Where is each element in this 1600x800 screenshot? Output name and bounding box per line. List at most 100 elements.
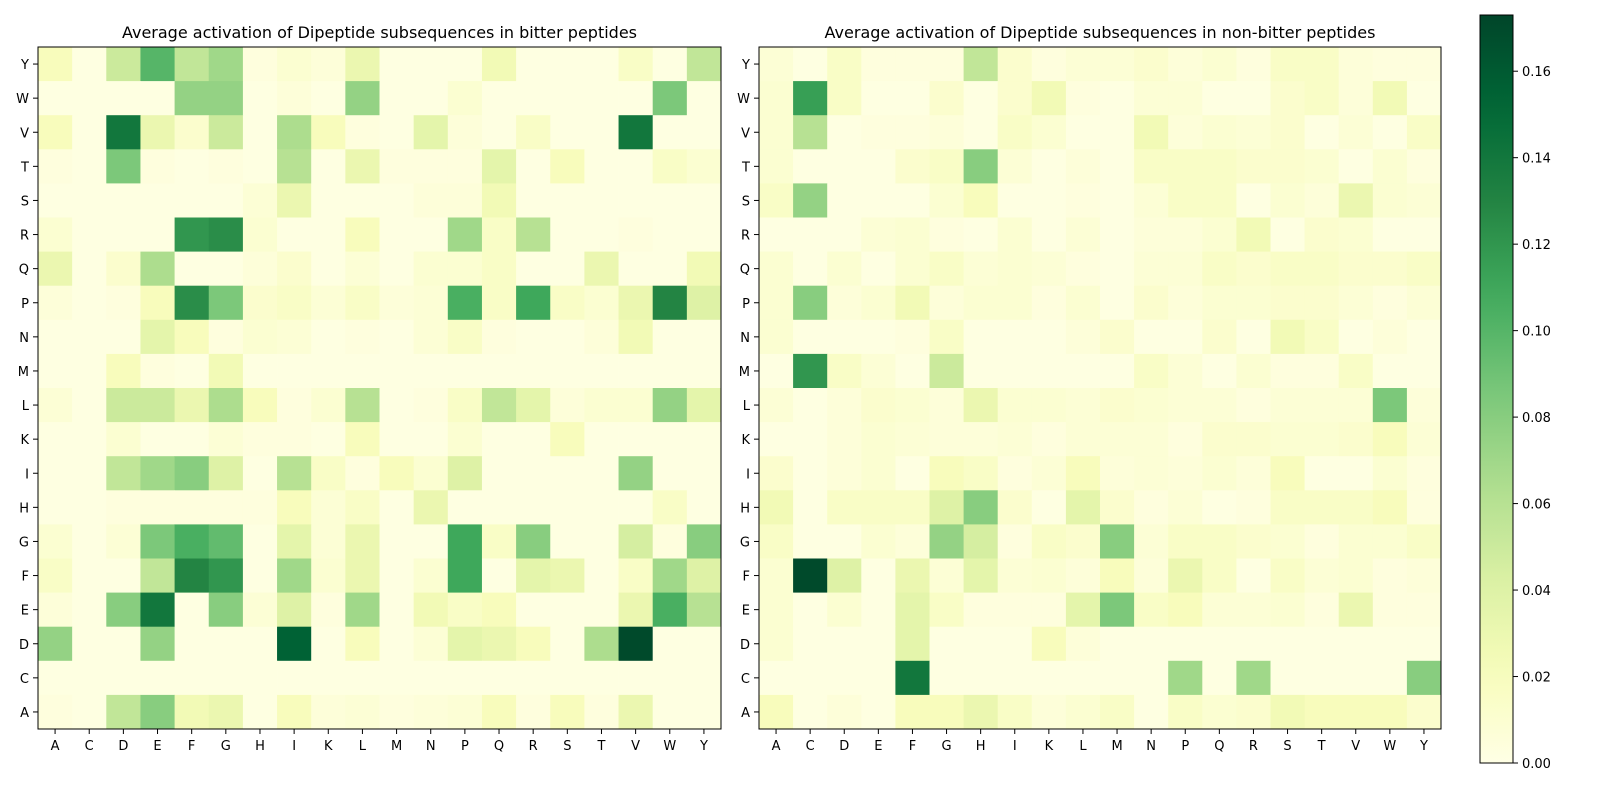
bitter-cell-RD (106, 217, 141, 252)
bitter-cell-EW (652, 592, 688, 628)
non-bitter-cell-SS (1270, 183, 1305, 218)
non-bitter-cell-QS (1270, 251, 1305, 287)
non-bitter-cell-WA (759, 81, 794, 116)
bitter-cell-MH (242, 353, 278, 389)
non-bitter-cell-KD (827, 422, 862, 457)
bitter-cell-PS (550, 285, 585, 321)
non-bitter-cell-KE (861, 422, 896, 457)
bitter-cell-TL (345, 149, 380, 184)
bitter-cell-CS (550, 660, 585, 696)
non-bitter-cell-GE (861, 524, 896, 559)
non-bitter-cell-CY (1406, 660, 1442, 696)
non-bitter-cell-IS (1270, 456, 1305, 491)
non-bitter-cell-YR (1236, 47, 1271, 82)
bitter-cell-CD (106, 660, 141, 696)
non-bitter-cell-ED (827, 592, 862, 628)
non-bitter-cell-SK (1031, 183, 1067, 218)
non-bitter-cell-YF (895, 47, 930, 82)
bitter-cell-FL (345, 558, 380, 593)
non-bitter-heatmap-panel: Average activation of Dipeptide subseque… (737, 23, 1442, 754)
non-bitter-cell-CR (1236, 660, 1271, 696)
bitter-x-tick-label: G (221, 739, 231, 754)
bitter-cell-YV (618, 47, 654, 82)
bitter-cell-FP (447, 558, 483, 593)
non-bitter-cell-VF (895, 115, 930, 150)
non-bitter-cell-SY (1406, 183, 1442, 218)
non-bitter-cell-EH (963, 592, 999, 628)
non-bitter-cell-QQ (1202, 251, 1237, 287)
non-bitter-cell-AD (827, 694, 862, 730)
bitter-cell-ND (106, 319, 141, 355)
bitter-cell-VR (516, 115, 551, 150)
non-bitter-cell-MM (1100, 353, 1135, 389)
non-bitter-cell-WP (1168, 81, 1203, 116)
bitter-cell-SW (652, 183, 688, 218)
bitter-cell-AA (38, 694, 73, 730)
bitter-cell-DH (242, 626, 278, 662)
bitter-cell-SQ (481, 183, 517, 218)
bitter-cell-DE (140, 626, 175, 662)
non-bitter-cell-AG (929, 694, 964, 730)
non-bitter-cell-ML (1065, 353, 1101, 389)
non-bitter-cell-RA (759, 217, 794, 252)
bitter-x-tick-label: D (118, 739, 128, 754)
non-bitter-cell-TV (1338, 149, 1374, 184)
non-bitter-cell-WW (1372, 81, 1408, 116)
non-bitter-x-tick-label: E (874, 739, 882, 754)
non-bitter-cell-CK (1031, 660, 1067, 696)
bitter-cell-LH (242, 388, 278, 423)
non-bitter-cell-CF (895, 660, 930, 696)
bitter-cell-EM (379, 592, 415, 628)
bitter-cell-MG (208, 353, 244, 389)
non-bitter-cell-QF (895, 251, 930, 287)
bitter-cell-LS (550, 388, 585, 423)
bitter-cell-MA (38, 353, 73, 389)
bitter-cell-VV (618, 115, 654, 150)
non-bitter-cell-AI (997, 694, 1033, 730)
non-bitter-cell-TA (759, 149, 794, 184)
non-bitter-cell-VC (793, 115, 828, 150)
bitter-cell-TA (38, 149, 73, 184)
non-bitter-cell-GD (827, 524, 862, 559)
non-bitter-cell-KK (1031, 422, 1067, 457)
non-bitter-x-tick-label: L (1079, 739, 1087, 754)
bitter-cell-AN (413, 694, 449, 730)
non-bitter-cell-YG (929, 47, 964, 82)
bitter-y-tick-label: S (21, 194, 29, 209)
bitter-cell-QA (38, 251, 73, 287)
bitter-cell-RS (550, 217, 585, 252)
non-bitter-cell-AQ (1202, 694, 1237, 730)
non-bitter-cell-AN (1134, 694, 1169, 730)
bitter-cell-YF (174, 47, 210, 82)
bitter-cell-QD (106, 251, 141, 287)
bitter-cell-HT (584, 490, 619, 525)
non-bitter-cell-FT (1304, 558, 1340, 593)
non-bitter-cell-DQ (1202, 626, 1237, 662)
non-bitter-cell-CM (1100, 660, 1135, 696)
bitter-cell-AR (516, 694, 551, 730)
non-bitter-cell-LF (895, 388, 930, 423)
bitter-cell-CT (584, 660, 619, 696)
non-bitter-cell-NQ (1202, 319, 1237, 355)
bitter-cell-FT (584, 558, 619, 593)
bitter-cell-WM (379, 81, 415, 116)
non-bitter-cell-KP (1168, 422, 1203, 457)
bitter-cell-IA (38, 456, 73, 491)
bitter-cell-LP (447, 388, 483, 423)
bitter-cell-RM (379, 217, 415, 252)
bitter-cell-WY (686, 81, 722, 116)
bitter-cell-CM (379, 660, 415, 696)
bitter-cell-YI (277, 47, 312, 82)
bitter-cell-DW (652, 626, 688, 662)
non-bitter-cell-HF (895, 490, 930, 525)
non-bitter-cell-RV (1338, 217, 1374, 252)
non-bitter-y-tick-label: Q (740, 263, 750, 278)
non-bitter-cell-LR (1236, 388, 1271, 423)
non-bitter-cell-HH (963, 490, 999, 525)
bitter-cell-NF (174, 319, 210, 355)
non-bitter-cell-NP (1168, 319, 1203, 355)
non-bitter-cell-NI (997, 319, 1033, 355)
bitter-cell-CV (618, 660, 654, 696)
non-bitter-cell-EK (1031, 592, 1067, 628)
